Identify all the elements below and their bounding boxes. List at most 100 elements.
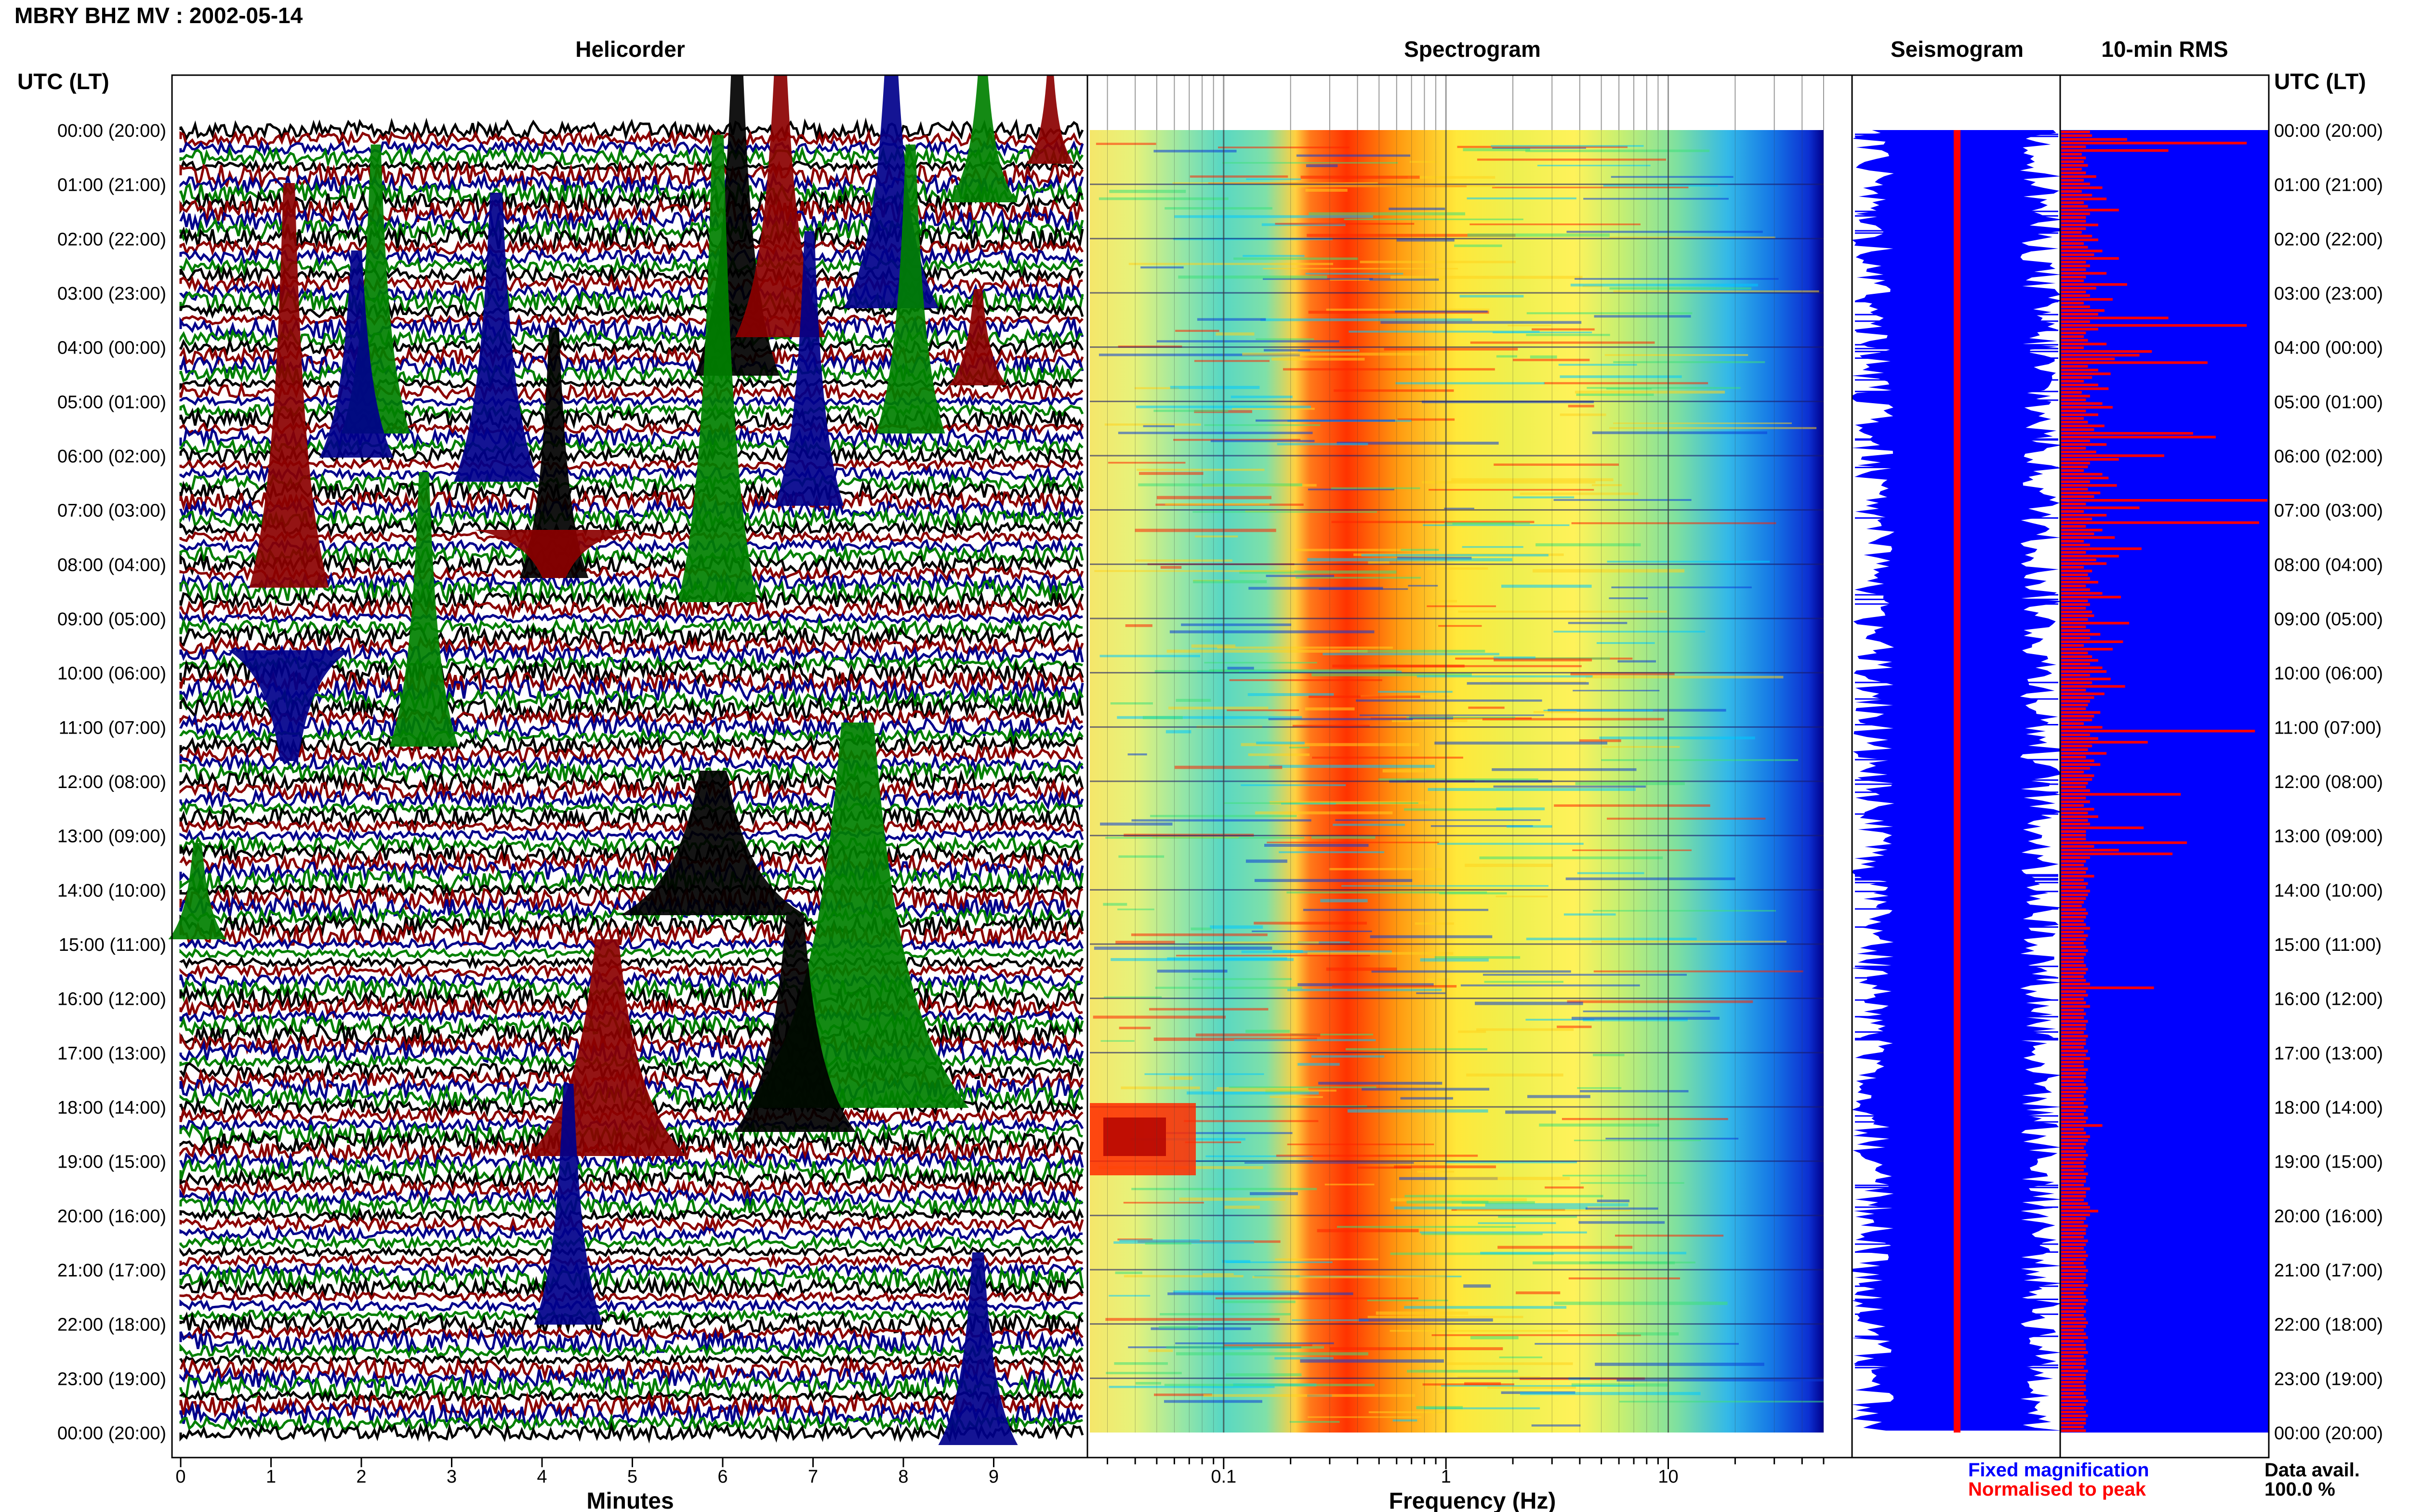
spectrogram-streak <box>1292 724 1370 727</box>
rms-bar <box>2061 983 2090 986</box>
spectrogram-streak <box>1269 764 1435 768</box>
spectrogram-streak <box>1332 985 1457 988</box>
spectrogram-streak <box>1125 624 1152 627</box>
helicorder-event-envelope <box>948 75 1018 202</box>
helicorder-trace-row <box>179 1244 1083 1259</box>
spectrogram-streak <box>1537 165 1651 167</box>
spectrogram-streak <box>1609 427 1817 429</box>
spectrogram-streak <box>1615 1235 1724 1237</box>
spectrogram-streak <box>1164 1383 1375 1386</box>
rms-bar <box>2061 938 2086 941</box>
time-label-left: 19:00 (15:00) <box>57 1152 166 1172</box>
helicorder-trace-row <box>179 565 1084 582</box>
time-label-left: 00:00 (20:00) <box>57 1423 166 1444</box>
spectrogram-streak <box>1159 1326 1198 1329</box>
spectrogram-tick-label: 1 <box>1441 1467 1451 1487</box>
helicorder-trace-row <box>179 634 1084 657</box>
spectrogram-streak <box>1613 422 1792 424</box>
spectrogram-streak <box>1415 922 1454 925</box>
spectrogram-streak <box>1496 807 1545 811</box>
spectrogram-streak <box>1333 824 1405 826</box>
helicorder-trace-row <box>179 788 1084 811</box>
rms-bar <box>2061 1336 2088 1339</box>
rms-bar <box>2061 566 2084 569</box>
helicorder-trace-row <box>179 117 1084 142</box>
spectrogram-streak <box>1476 1028 1574 1031</box>
spectrogram-streak <box>1214 1090 1337 1092</box>
helicorder-trace-row <box>179 946 1083 960</box>
helicorder-trace-row <box>179 894 1083 921</box>
spectrogram-streak <box>1099 197 1229 200</box>
helicorder-trace-row <box>179 1354 1084 1367</box>
spectrogram-streak <box>1589 1262 1695 1263</box>
spectrogram-streak <box>1127 753 1147 756</box>
helicorder-trace-row <box>179 1297 1083 1315</box>
rms-bar <box>2061 811 2088 815</box>
spectrogram-streak <box>1335 819 1541 821</box>
helicorder-title: Helicorder <box>575 37 685 62</box>
spectrogram-streak <box>1437 842 1584 845</box>
spectrogram-streak <box>1334 389 1454 392</box>
spectrogram-streak <box>1094 570 1295 572</box>
spectrogram-streak <box>1311 1055 1385 1058</box>
rms-bar <box>2061 1102 2084 1104</box>
spectrogram-streak <box>1229 1086 1377 1089</box>
spectrogram-streak <box>1306 164 1338 168</box>
rms-bar <box>2061 845 2094 848</box>
helicorder-event-envelope <box>876 145 945 434</box>
spectrogram-streak <box>1462 546 1523 548</box>
rms-bar <box>2061 528 2103 532</box>
rms-bar <box>2061 573 2088 576</box>
spectrogram-streak <box>1496 355 1517 358</box>
rms-bar <box>2061 1418 2086 1421</box>
spectrogram-streak <box>1526 334 1610 336</box>
helicorder-trace-row <box>179 707 1083 729</box>
rms-bar <box>2061 886 2086 889</box>
spectrogram-streak <box>1241 950 1392 953</box>
rms-bar <box>2061 901 2084 904</box>
rms-bar <box>2061 920 2084 922</box>
spectrogram-streak <box>1361 554 1549 557</box>
time-label-left: 08:00 (04:00) <box>57 555 166 575</box>
spectrogram-streak <box>1100 822 1173 826</box>
rms-bar <box>2061 599 2088 603</box>
rms-bar <box>2061 808 2094 811</box>
rms-bar <box>2061 287 2096 290</box>
spectrogram-streak <box>1287 1144 1434 1145</box>
helicorder-event-envelope <box>168 843 227 939</box>
time-label-left: 13:00 (09:00) <box>57 827 166 847</box>
spectrogram-streak <box>1452 523 1515 525</box>
rms-bar <box>2061 406 2113 409</box>
spectrogram-streak <box>1390 1252 1554 1255</box>
rms-bar <box>2061 733 2090 736</box>
rms-bar <box>2061 532 2094 535</box>
rms-bar <box>2061 1388 2086 1391</box>
spectrogram-streak <box>1145 1242 1191 1245</box>
rms-bar <box>2061 852 2173 855</box>
helicorder-event-envelopes <box>168 75 1074 1445</box>
spectrogram-streak <box>1256 741 1305 745</box>
spectrogram-streak <box>1156 496 1271 500</box>
rms-bar <box>2061 1027 2086 1030</box>
rms-bar <box>2061 235 2092 237</box>
helicorder-tick-label: 5 <box>627 1467 637 1487</box>
rms-bar <box>2061 744 2092 748</box>
rms-bar <box>2061 554 2119 558</box>
time-label-left: 17:00 (13:00) <box>57 1043 166 1064</box>
rms-bar <box>2061 908 2086 911</box>
rms-bar <box>2061 644 2084 647</box>
time-label-right: 19:00 (15:00) <box>2274 1152 2383 1172</box>
spectrogram-streak <box>1544 382 1708 384</box>
spectrogram-streak <box>1613 361 1765 363</box>
time-label-left: 22:00 (18:00) <box>57 1315 166 1335</box>
rms-bar <box>2061 517 2092 521</box>
rms-bar <box>2061 882 2088 885</box>
spectrogram-streak <box>1256 338 1314 341</box>
spectrogram-streak <box>1283 368 1495 371</box>
rms-bar <box>2061 588 2090 591</box>
spectrogram-streak <box>1384 348 1518 351</box>
spectrogram-streak <box>1166 649 1368 653</box>
rms-bar <box>2061 294 2090 297</box>
spectrogram-streak <box>1296 154 1411 157</box>
